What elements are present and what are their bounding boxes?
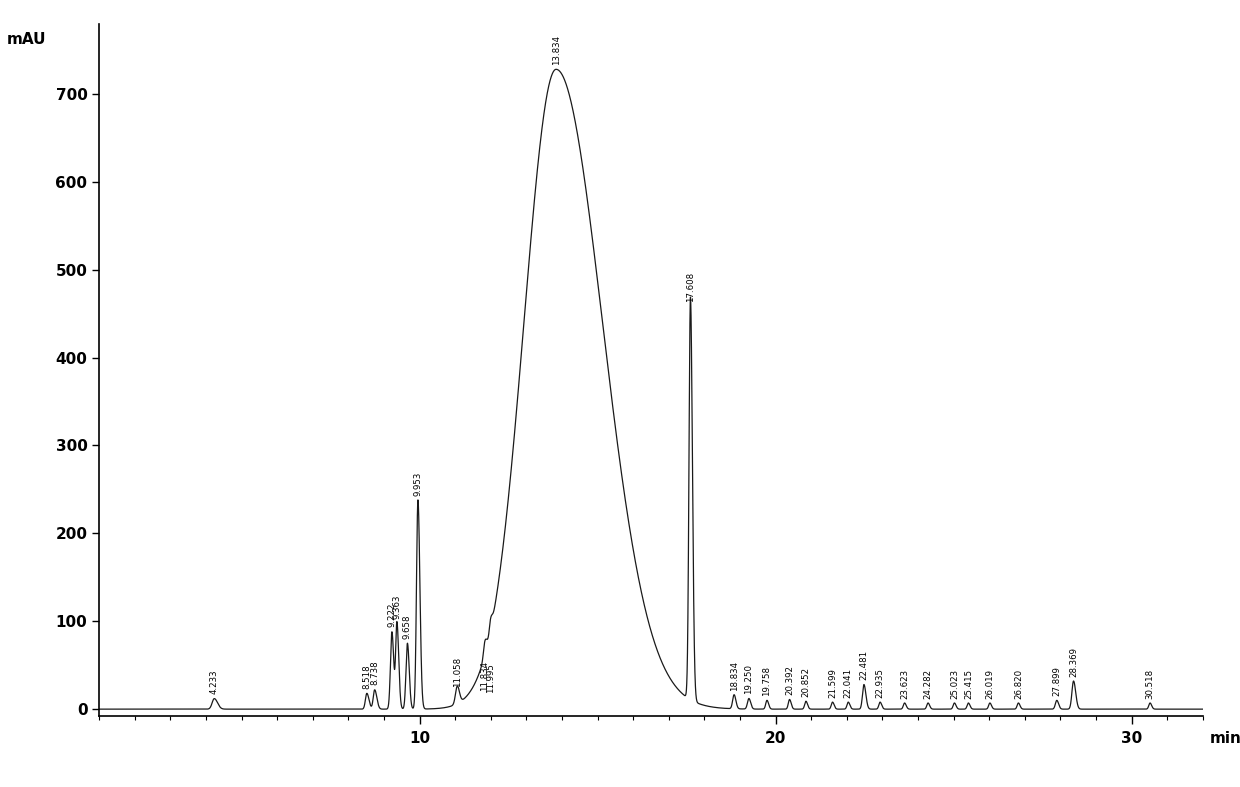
Text: 23.623: 23.623 [900, 668, 909, 699]
Text: 17.608: 17.608 [686, 272, 694, 302]
Text: 9.658: 9.658 [403, 615, 412, 639]
Text: 22.481: 22.481 [859, 650, 868, 680]
Text: 13.834: 13.834 [552, 35, 560, 65]
Text: 26.019: 26.019 [986, 669, 994, 699]
Text: 20.392: 20.392 [785, 665, 794, 695]
Text: 27.899: 27.899 [1053, 666, 1061, 696]
Text: 22.935: 22.935 [875, 667, 884, 698]
Text: 21.599: 21.599 [828, 668, 837, 698]
Text: 28.369: 28.369 [1069, 647, 1078, 677]
Text: 22.041: 22.041 [843, 667, 853, 698]
Text: 9.222: 9.222 [387, 603, 397, 627]
Text: 9.953: 9.953 [413, 471, 423, 496]
Text: 26.820: 26.820 [1014, 668, 1023, 699]
Text: 11.995: 11.995 [486, 663, 495, 693]
Text: 30.518: 30.518 [1146, 668, 1154, 699]
Text: 9.363: 9.363 [392, 594, 402, 619]
Text: 19.250: 19.250 [744, 664, 754, 694]
Text: mAU: mAU [6, 32, 46, 47]
Text: 24.282: 24.282 [924, 668, 932, 699]
Text: 19.758: 19.758 [763, 666, 771, 696]
Text: 25.415: 25.415 [963, 668, 973, 699]
Text: 11.834: 11.834 [480, 660, 490, 691]
Text: min: min [1210, 731, 1240, 746]
Text: 8.518: 8.518 [362, 664, 371, 689]
Text: 18.834: 18.834 [729, 660, 739, 691]
Text: 11.058: 11.058 [453, 657, 461, 687]
Text: 25.023: 25.023 [950, 668, 959, 699]
Text: 4.233: 4.233 [210, 670, 218, 694]
Text: 20.852: 20.852 [801, 667, 811, 696]
Text: 8.738: 8.738 [371, 661, 379, 685]
